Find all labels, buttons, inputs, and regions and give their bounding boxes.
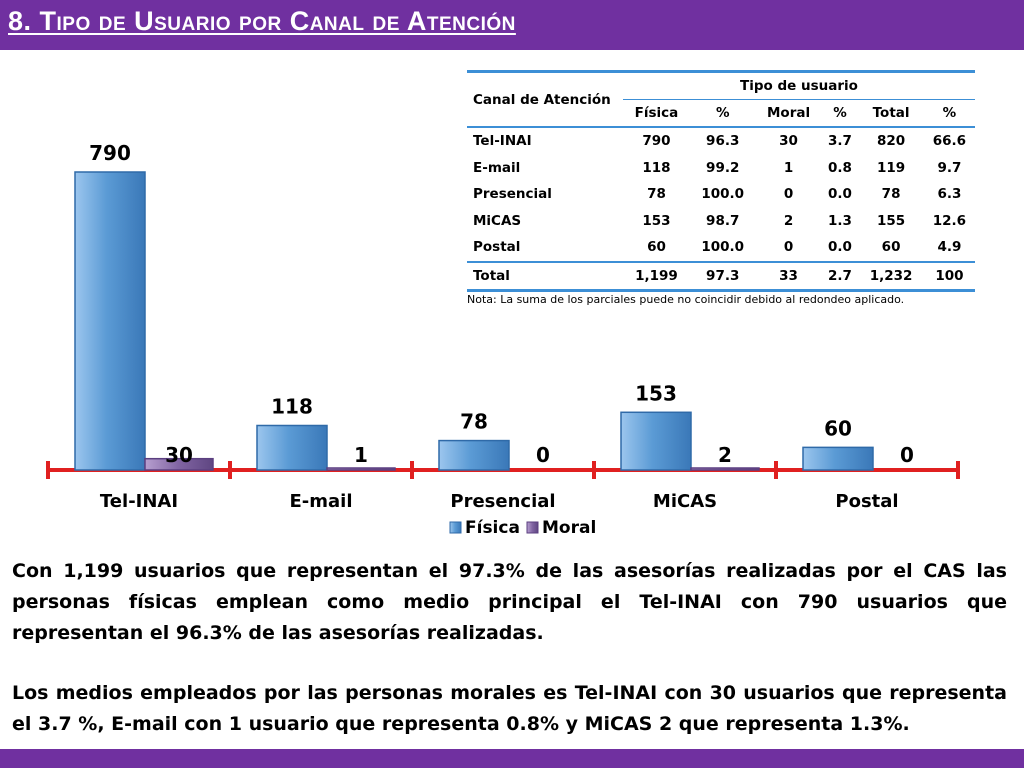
cell: 0 [783,239,794,256]
bar-label-moral: 1 [354,443,368,467]
row-label: Presencial [473,186,552,203]
table-row: E-mail 118 99.2 1 0.8 119 9.7 [467,155,975,182]
bar-label-fisica: 790 [89,141,131,165]
cell: 1 [783,159,794,176]
cell: 100.0 [701,239,745,256]
cell: 790 [642,133,671,150]
cell: 78 [647,186,666,203]
table-total-row: Total 1,199 97.3 33 2.7 1,232 100 [467,260,975,292]
bar-moral [690,467,760,471]
bar-label-moral: 0 [536,443,550,467]
cell: 98.7 [706,212,740,229]
category-label: Postal [835,491,898,512]
table-row: MiCAS 153 98.7 2 1.3 155 12.6 [467,208,975,235]
cell: 155 [876,212,906,229]
cell: 60 [881,239,901,256]
cell: 820 [876,133,906,150]
category-label: Tel-INAI [100,491,178,512]
subheader-fisica: Física [623,99,690,128]
cell: 99.2 [706,159,740,176]
cell: 30 [779,133,798,150]
total-label: Total [467,260,623,292]
cell: 0 [783,186,794,203]
table-row: Presencial 78 100.0 0 0.0 78 6.3 [467,181,975,208]
cell: 0.0 [828,186,852,203]
cell: 66.6 [932,133,967,150]
table-note: Nota: La suma de los parciales puede no … [467,293,905,306]
bar-label-fisica: 60 [824,416,852,440]
legend-swatch-fisica [449,521,462,534]
bar-chart: 790 30 Tel-INAI 118 1 E-mail 78 0 Presencial 153 2… [46,141,960,538]
cell: 1,199 [623,260,690,292]
row-label: Postal [473,239,521,256]
cell: 153 [642,212,671,229]
bar-fisica [74,171,146,471]
row-label: Tel-INAI [473,133,532,150]
bar-fisica [438,439,510,471]
bar-fisica [620,411,692,471]
bar-label-moral: 2 [718,443,732,467]
cell: 3.7 [828,133,852,150]
cell: 100 [923,260,975,292]
paragraph-fisica: Con 1,199 usuarios que representan el 97… [12,560,1007,644]
legend-label-fisica: Física [465,518,520,538]
legend-swatch-moral [526,521,539,534]
category-label: Presencial [450,491,555,512]
subheader-pct-moral: % [821,99,859,128]
row-label: E-mail [473,159,521,176]
cell: 2 [783,212,794,229]
cell: 78 [881,186,901,203]
title-bar: 8. Tipo de Usuario por Canal de Atención [0,0,1024,50]
cell: 2.7 [821,260,859,292]
cell: 33 [755,260,822,292]
col-header-canal: Canal de Atención [467,71,623,128]
cell: 60 [647,239,666,256]
cell: 0.0 [828,239,852,256]
table-header-row: Canal de Atención Tipo de usuario [467,71,975,128]
cell: 96.3 [706,133,740,150]
bar-label-moral: 0 [900,443,914,467]
cell: 0.8 [828,159,852,176]
table-subheader-row: Física % Moral % Total % [467,99,975,128]
cell: 9.7 [937,159,962,176]
cell: 6.3 [937,186,962,203]
bottom-bar [0,749,1024,768]
legend-label-moral: Moral [542,518,596,538]
bar-moral [144,457,214,471]
col-header-tipo: Tipo de usuario [623,71,975,100]
subheader-pct-fisica: % [689,99,756,128]
category-label: E-mail [289,491,352,512]
cell: 97.3 [689,260,756,292]
bar-label-fisica: 153 [635,381,677,405]
subheader-pct-total: % [923,99,975,128]
paragraph-moral: Los medios empleados por las personas mo… [12,682,1007,735]
bar-label-moral: 30 [165,443,193,467]
row-label: MiCAS [473,212,522,229]
subheader-moral: Moral [755,99,822,128]
subheader-total: Total [858,99,924,128]
cell: 1,232 [858,260,924,292]
bar-fisica [802,446,874,471]
cell: 12.6 [932,212,967,229]
table-row: Postal 60 100.0 0 0.0 60 4.9 [467,234,975,262]
cell: 119 [876,159,906,176]
bar-label-fisica: 78 [460,410,488,434]
cell: 118 [642,159,671,176]
bar-fisica [256,424,328,471]
table-row: Tel-INAI 790 96.3 30 3.7 820 66.6 [467,127,975,155]
page-title: 8. Tipo de Usuario por Canal de Atención [8,6,516,36]
bar-label-fisica: 118 [271,394,313,418]
category-label: MiCAS [653,491,717,512]
data-table: Canal de Atención Tipo de usuario Física… [467,70,975,292]
cell: 100.0 [701,186,745,203]
cell: 1.3 [828,212,852,229]
bar-moral [326,467,396,471]
cell: 4.9 [937,239,962,256]
